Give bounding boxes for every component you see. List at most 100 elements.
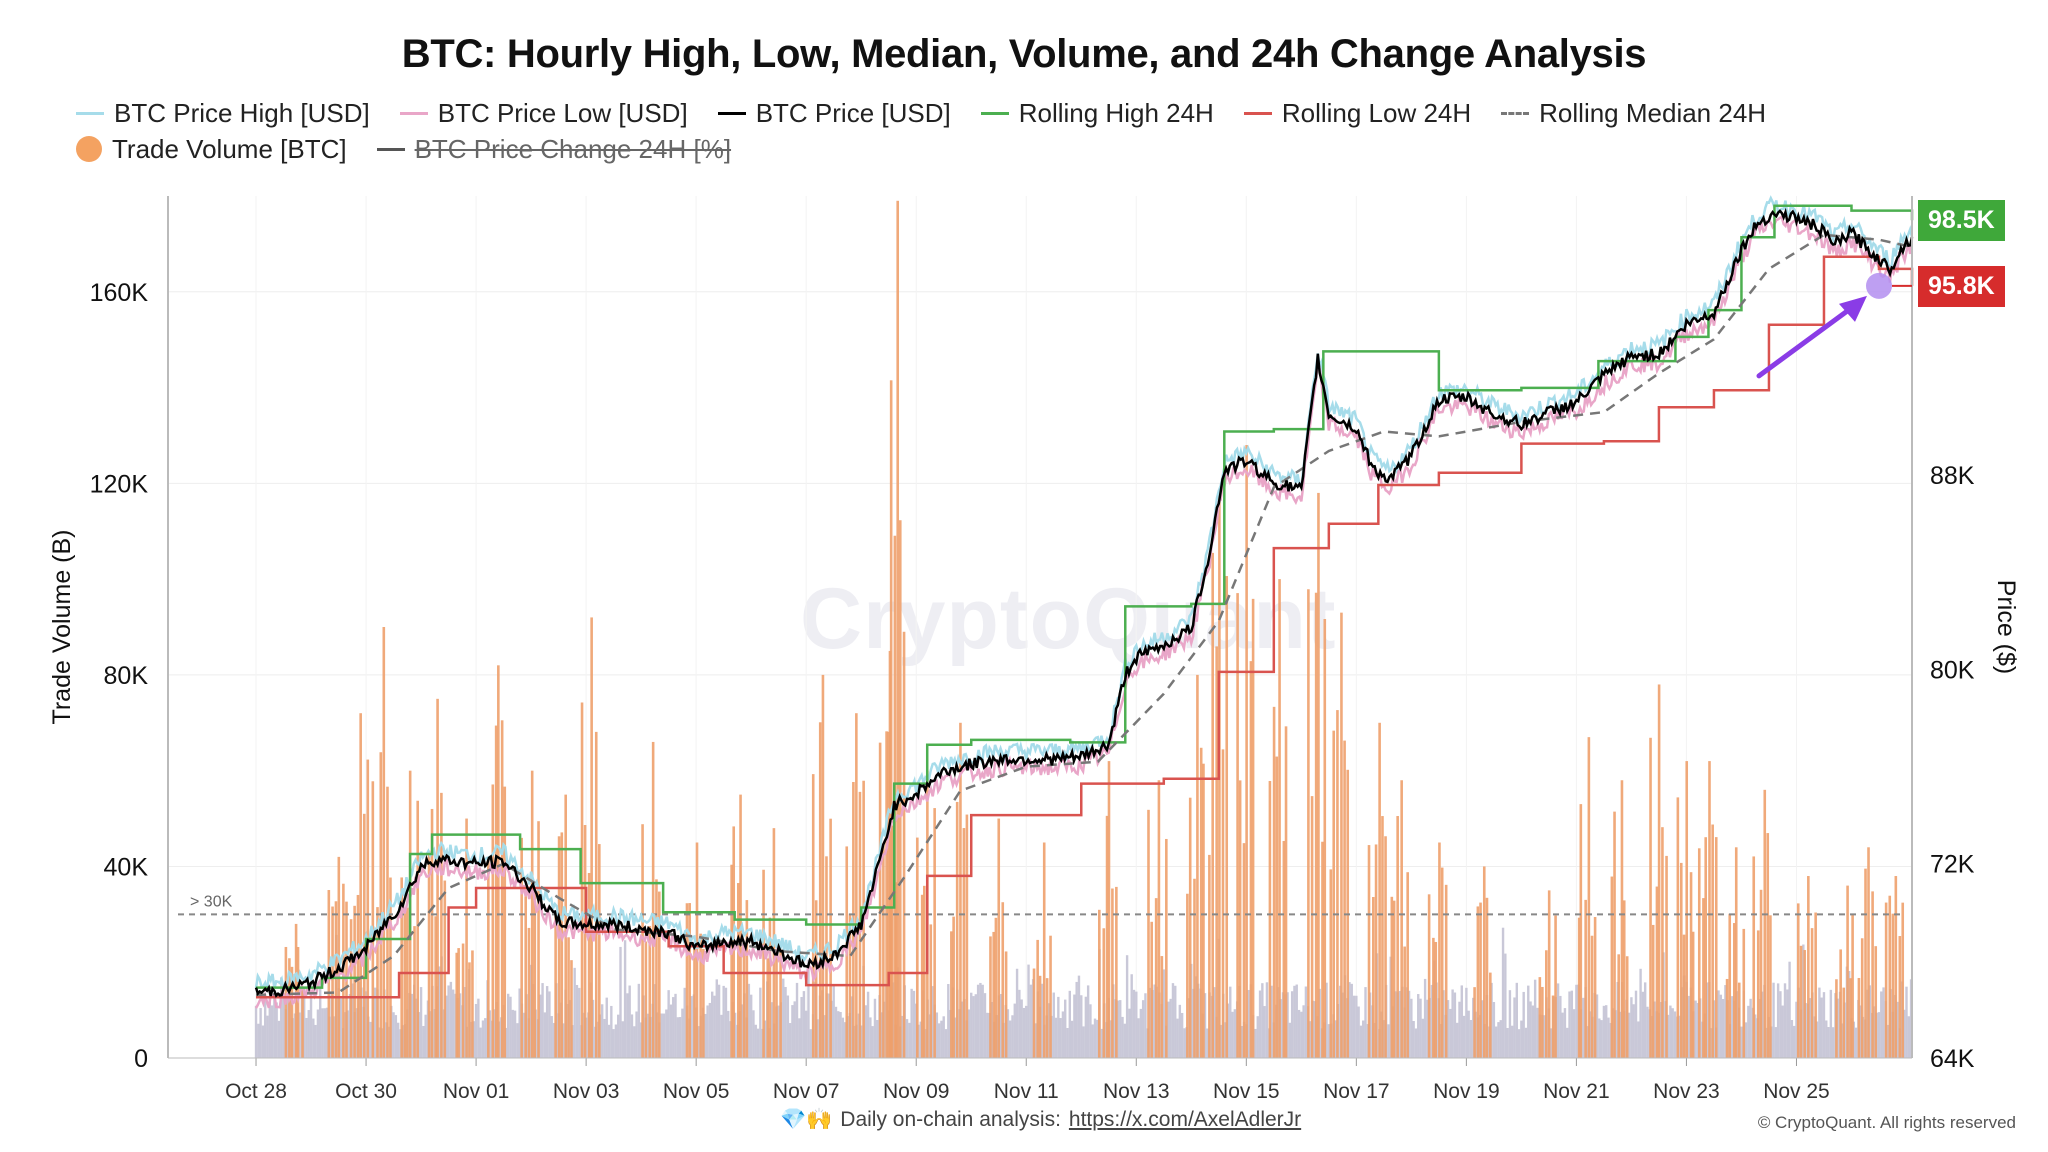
- volume-bar: [1831, 1027, 1835, 1058]
- volume-bar: [1744, 1022, 1748, 1058]
- volume-spike-bar: [811, 774, 815, 1058]
- volume-spike-bar: [1310, 796, 1314, 1058]
- volume-bar: [548, 991, 551, 1058]
- volume-bar: [1302, 1005, 1305, 1058]
- volume-bar: [681, 1008, 684, 1058]
- legend-label: Rolling High 24H: [1018, 98, 1214, 128]
- volume-spike-bar: [1440, 867, 1444, 1058]
- legend-item[interactable]: BTC Price Change 24H [%]: [376, 134, 731, 164]
- volume-bar: [704, 1013, 707, 1058]
- volume-spike-bar: [1851, 913, 1854, 1058]
- volume-spike-bar: [1651, 924, 1655, 1058]
- volume-spike-bar: [1107, 761, 1111, 1058]
- volume-bar: [1135, 991, 1138, 1058]
- volume-bar: [1449, 1008, 1452, 1058]
- volume-spike-bar: [959, 722, 962, 1058]
- volume-bar: [1481, 1000, 1484, 1058]
- volume-spike-bar: [1737, 982, 1741, 1058]
- volume-spike-bar: [353, 905, 356, 1058]
- volume-bar: [669, 1004, 673, 1058]
- volume-bar: [541, 983, 544, 1058]
- footer-link[interactable]: https://x.com/AxelAdlerJr: [1068, 1108, 1302, 1131]
- legend-item[interactable]: Trade Volume [BTC]: [76, 134, 347, 164]
- volume-bar: [380, 1028, 384, 1058]
- volume-spike-bar: [1657, 684, 1661, 1058]
- volume-bar: [873, 998, 877, 1058]
- legend-item[interactable]: Rolling Low 24H: [1243, 98, 1471, 128]
- legend-swatch: [717, 111, 746, 115]
- volume-spike-bar: [1894, 876, 1898, 1058]
- volume-spike-bar: [894, 882, 898, 1058]
- legend-item[interactable]: BTC Price High [USD]: [76, 98, 370, 128]
- volume-bar: [623, 940, 627, 1058]
- volume-bar: [1309, 1021, 1312, 1058]
- volume-bar: [676, 1017, 680, 1058]
- volume-spike-bar: [950, 931, 953, 1058]
- volume-spike-bar: [1434, 941, 1438, 1058]
- volume-spike-bar: [1725, 978, 1729, 1058]
- volume-bar: [1414, 1028, 1418, 1058]
- volume-bar: [374, 987, 377, 1058]
- volume-bar: [1171, 983, 1175, 1058]
- legend-item[interactable]: BTC Price Low [USD]: [399, 98, 688, 128]
- volume-bar: [660, 1013, 663, 1058]
- volume-spike-bar: [1111, 888, 1114, 1058]
- annotations: [1756, 272, 1912, 379]
- volume-spike-bar: [1617, 954, 1621, 1058]
- volume-spike-bar: [745, 900, 749, 1058]
- volume-spike-bar: [685, 903, 689, 1058]
- volume-spike-bar: [1105, 815, 1109, 1058]
- legend-item[interactable]: BTC Price [USD]: [717, 98, 951, 128]
- volume-bar: [1637, 1021, 1640, 1058]
- volume-bar: [1130, 974, 1133, 1058]
- volume-spike-bar: [818, 722, 822, 1058]
- volume-bar: [756, 1028, 760, 1058]
- volume-spike-bar: [1332, 730, 1336, 1058]
- volume-spike-bar: [1384, 836, 1387, 1058]
- volume-spike-bar: [487, 856, 490, 1058]
- volume-spike-bar: [413, 926, 416, 1058]
- y-right-tick-label: 72K: [1930, 851, 1975, 879]
- volume-bar: [332, 1016, 336, 1058]
- volume-bar: [876, 1019, 879, 1058]
- volume-spike-bar: [644, 941, 648, 1058]
- volume-bar: [630, 1014, 634, 1058]
- volume-bar: [986, 1012, 989, 1058]
- volume-spike-bar: [1551, 995, 1555, 1058]
- volume-bar: [1020, 999, 1023, 1058]
- volume-bar: [552, 1022, 556, 1058]
- volume-bar: [841, 1017, 845, 1058]
- volume-bar: [1355, 995, 1358, 1058]
- volume-bar: [1511, 1025, 1514, 1058]
- price-line: [254, 207, 1914, 998]
- volume-bar: [612, 1029, 615, 1058]
- volume-bar: [1820, 997, 1823, 1058]
- volume-spike-bar: [1857, 977, 1861, 1058]
- volume-spike-bar: [1001, 902, 1005, 1058]
- volume-spike-bar: [1225, 576, 1229, 1058]
- volume-bar: [759, 987, 762, 1058]
- volume-spike-bar: [1211, 552, 1214, 1058]
- volume-bar: [788, 1023, 792, 1058]
- volume-spike-bar: [1245, 445, 1248, 1058]
- volume-bar: [1082, 1026, 1085, 1058]
- volume-spike-bar: [440, 792, 443, 1058]
- volume-bar: [424, 1014, 427, 1058]
- volume-bar: [561, 1023, 565, 1058]
- legend-item[interactable]: Rolling High 24H: [980, 98, 1214, 128]
- volume-spike-bar: [902, 631, 906, 1058]
- volume-spike-bar: [779, 949, 782, 1058]
- volume-bar: [1350, 983, 1353, 1058]
- volume-bar: [1121, 1016, 1124, 1058]
- volume-spike-bar: [1268, 780, 1272, 1058]
- volume-spike-bar: [533, 890, 537, 1058]
- legend-label: BTC Price Low [USD]: [437, 98, 688, 128]
- legend-item[interactable]: Rolling Median 24H: [1501, 98, 1766, 128]
- volume-bar: [646, 1013, 650, 1058]
- volume-bar: [1119, 1000, 1122, 1058]
- volume-bar: [1116, 1000, 1120, 1058]
- volume-spike-bar: [1115, 886, 1118, 1058]
- volume-bar: [621, 1021, 624, 1058]
- volume-spike-bar: [359, 713, 362, 1058]
- volume-bar: [449, 981, 453, 1058]
